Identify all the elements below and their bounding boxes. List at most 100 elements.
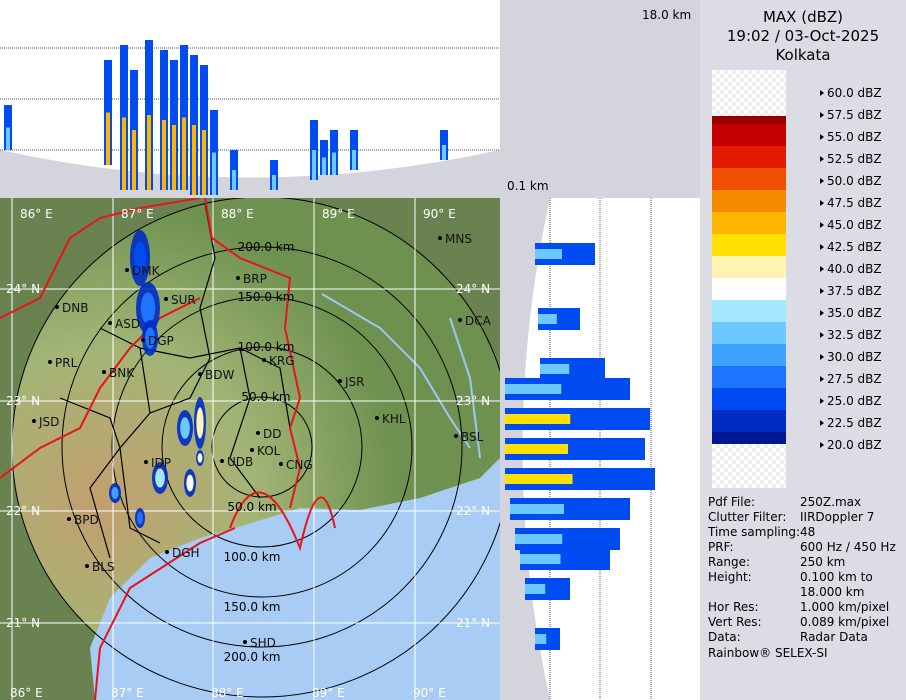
info-row: Data: Radar Data <box>708 630 868 644</box>
info-key: PRF: <box>708 540 734 554</box>
info-key: Pdf File: <box>708 495 756 509</box>
city-dot <box>279 462 283 466</box>
echo-core <box>196 407 204 439</box>
info-key: Time sampling: <box>708 525 801 539</box>
city-dot <box>144 460 148 464</box>
section-echo-core <box>505 384 562 394</box>
section-echo-core <box>442 145 446 160</box>
info-row: Height: 0.100 km to <box>708 570 873 584</box>
section-echo <box>510 498 630 520</box>
range-ring <box>211 396 313 498</box>
range-ring-label: 100.0 km <box>238 340 295 354</box>
section-echo-core <box>540 364 570 374</box>
city-label: BDW <box>205 368 234 382</box>
info-key: Hor Res: <box>708 600 759 614</box>
latitude-label: 21° N <box>6 616 40 630</box>
section-echo-core <box>332 152 336 175</box>
section-echo-core <box>132 130 136 190</box>
city-label: IDP <box>151 456 171 470</box>
city-marker: BNK <box>102 366 135 380</box>
latitude-label: 22° N <box>6 504 40 518</box>
legend-swatch <box>712 256 786 278</box>
city-dot <box>198 372 202 376</box>
latitude-label: 22° N <box>456 504 490 518</box>
city-marker: KHL <box>375 412 406 426</box>
section-echo-core <box>312 150 316 180</box>
section-echo <box>535 243 595 265</box>
range-ring <box>161 346 363 548</box>
legend-label: 50.0 dBZ <box>820 174 882 188</box>
legend-above-max-swatch <box>712 70 786 116</box>
info-key: Data: <box>708 630 741 644</box>
city-dot <box>256 431 260 435</box>
info-value: 0.100 km to <box>800 570 873 584</box>
section-echo-core <box>535 249 562 259</box>
section-echo-core <box>352 150 356 170</box>
legend-below-min-swatch <box>712 444 786 488</box>
info-value: 600 Hz / 450 Hz <box>800 540 896 554</box>
city-dot <box>108 321 112 325</box>
legend-label: 25.0 dBZ <box>820 394 882 408</box>
rivers <box>321 293 481 459</box>
city-dot <box>32 419 36 423</box>
section-echo-core <box>322 157 326 175</box>
section-echo <box>520 548 610 570</box>
city-dot <box>48 360 52 364</box>
section-echo-core <box>538 314 557 324</box>
info-value: 250Z.max <box>800 495 862 509</box>
section-echo-core <box>505 474 573 484</box>
section-echo-core <box>525 584 546 594</box>
latitude-label: 23° N <box>6 394 40 408</box>
international-borders <box>0 198 336 700</box>
city-marker: KOL <box>250 444 281 458</box>
section-echo-core <box>510 504 564 514</box>
longitude-label: 86° E <box>10 686 43 700</box>
info-value: 250 km <box>800 555 846 569</box>
city-marker: BPD <box>67 513 99 527</box>
echo-core <box>111 487 119 499</box>
section-echo-core <box>515 534 563 544</box>
city-marker: BDW <box>198 368 234 382</box>
info-value: Radar Data <box>800 630 868 644</box>
city-marker: SHD <box>243 636 276 650</box>
range-ring-label: 200.0 km <box>224 650 281 664</box>
radar-map: MNS BRP DMK SUR DNB ASD DGP KRG PRL BNK BDW JSR KHL J… <box>0 198 500 700</box>
legend-swatch <box>712 146 786 168</box>
echo-core <box>180 417 190 439</box>
city-label: DGH <box>172 546 200 560</box>
echo-core <box>145 327 155 349</box>
info-row: Clutter Filter: IIRDoppler 7 <box>708 510 874 524</box>
section-echo-core <box>520 554 561 564</box>
legend-label: 20.0 dBZ <box>820 438 882 452</box>
range-ring <box>111 296 413 598</box>
city-marker: KRG <box>262 354 295 368</box>
city-dot <box>338 379 342 383</box>
section-echo-core <box>172 125 176 190</box>
city-marker: JSD <box>32 415 59 429</box>
longitude-label: 87° E <box>121 207 154 221</box>
section-echo-core <box>122 117 126 190</box>
city-dot <box>243 640 247 644</box>
section-echo-core <box>192 125 196 195</box>
section-echo <box>535 628 560 650</box>
bay-of-bengal <box>90 458 500 700</box>
city-marker: IDP <box>144 456 171 470</box>
legend-panel: MAX (dBZ) 19:02 / 03-Oct-2025 Kolkata 60… <box>700 0 906 700</box>
legend-swatch <box>712 124 786 146</box>
section-echo <box>525 578 570 600</box>
city-label: DCA <box>465 314 492 328</box>
info-key: Clutter Filter: <box>708 510 787 524</box>
legend-label: 22.5 dBZ <box>820 416 882 430</box>
product-datetime: 19:02 / 03-Oct-2025 <box>726 27 880 45</box>
section-echo-core <box>182 117 186 190</box>
city-marker: BRP <box>236 272 267 286</box>
city-dot <box>165 550 169 554</box>
section-echo-core <box>212 152 216 195</box>
longitude-label: 90° E <box>423 207 456 221</box>
longitude-label: 86° E <box>20 207 53 221</box>
legend-swatch <box>712 168 786 190</box>
legend-swatch <box>712 322 786 344</box>
city-marker: JSR <box>338 375 365 389</box>
echo-core <box>140 292 156 324</box>
city-marker: DD <box>256 427 281 441</box>
